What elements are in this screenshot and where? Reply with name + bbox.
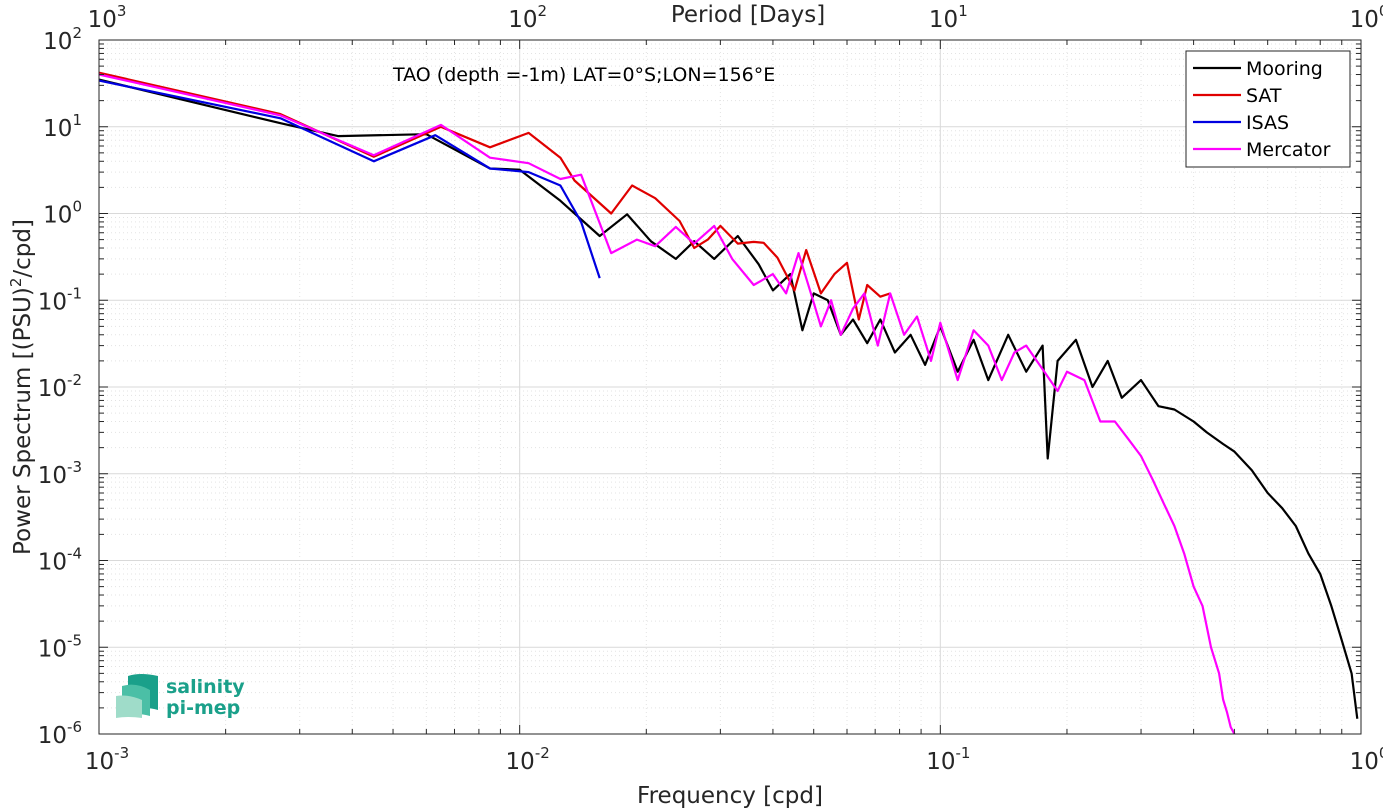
legend-box	[1185, 50, 1351, 168]
y-tick-label: 10-4	[38, 545, 82, 576]
x-tick-label: 10-2	[506, 744, 550, 775]
salinity-pi-mep-logo: salinity pi-mep	[116, 674, 245, 719]
x-tick-label: 10-1	[926, 744, 970, 775]
x-tick-label: 10-3	[85, 744, 129, 775]
axis-ticks	[98, 40, 1361, 735]
logo-line1: salinity	[166, 676, 245, 698]
y-tick-label: 100	[43, 198, 82, 229]
y-axis-label: Power Spectrum [(PSU)2/cpd]	[7, 219, 36, 555]
legend-label-sat: SAT	[1246, 85, 1282, 107]
y-tick-label: 101	[43, 111, 82, 142]
series-line-sat	[98, 71, 891, 321]
logo-wave-front	[116, 695, 142, 718]
top-axis-label: Period [Days]	[671, 2, 825, 28]
top-tick-label: 101	[929, 2, 968, 33]
y-tick-label: 10-1	[38, 284, 82, 315]
y-tick-label: 102	[43, 24, 82, 55]
y-axis-label-tail: /cpd]	[10, 219, 36, 278]
chart-title: TAO (depth =-1m) LAT=0°S;LON=156°E	[392, 64, 775, 86]
tick-labels: 10-310-210-110010310210110010210110010-1…	[38, 2, 1383, 775]
legend: Mooring SAT ISAS Mercator	[1185, 50, 1351, 168]
top-tick-label: 102	[508, 2, 547, 33]
y-axis-label-sup: 2	[7, 278, 25, 288]
y-axis-label-main: Power Spectrum [(PSU)	[10, 287, 36, 555]
series-line-isas	[98, 79, 601, 279]
y-tick-label: 10-6	[38, 718, 82, 749]
x-tick-label: 100	[1350, 744, 1383, 775]
series-line-mooring	[98, 78, 1359, 719]
legend-label-mercator: Mercator	[1246, 139, 1331, 161]
series-line-mercator	[98, 73, 1236, 735]
x-axis-label: Frequency [cpd]	[637, 783, 823, 809]
top-tick-label: 103	[88, 2, 127, 33]
logo-line2: pi-mep	[166, 697, 240, 719]
y-tick-label: 10-2	[38, 371, 82, 402]
y-tick-label: 10-3	[38, 458, 82, 489]
legend-label-mooring: Mooring	[1246, 58, 1323, 80]
y-tick-label: 10-5	[38, 631, 82, 662]
legend-label-isas: ISAS	[1246, 112, 1289, 134]
top-tick-label: 100	[1350, 2, 1383, 33]
series-lines	[98, 71, 1359, 735]
